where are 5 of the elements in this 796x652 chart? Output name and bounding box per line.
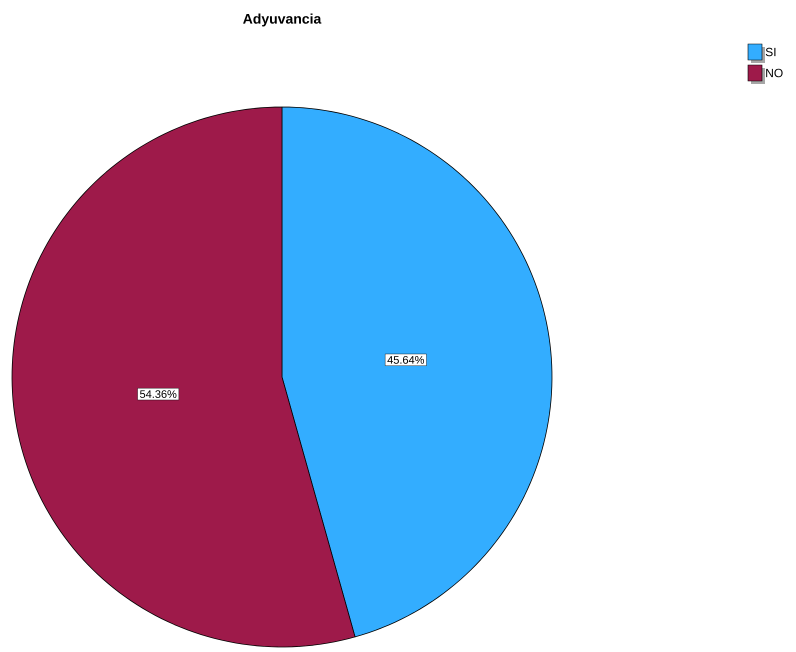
data-label: 54.36% — [140, 390, 176, 398]
data-label: 45.64% — [387, 356, 424, 364]
chart-title: Adyuvancia — [243, 13, 322, 27]
legend-label: NO — [766, 68, 783, 78]
legend-label: SI — [766, 48, 776, 56]
